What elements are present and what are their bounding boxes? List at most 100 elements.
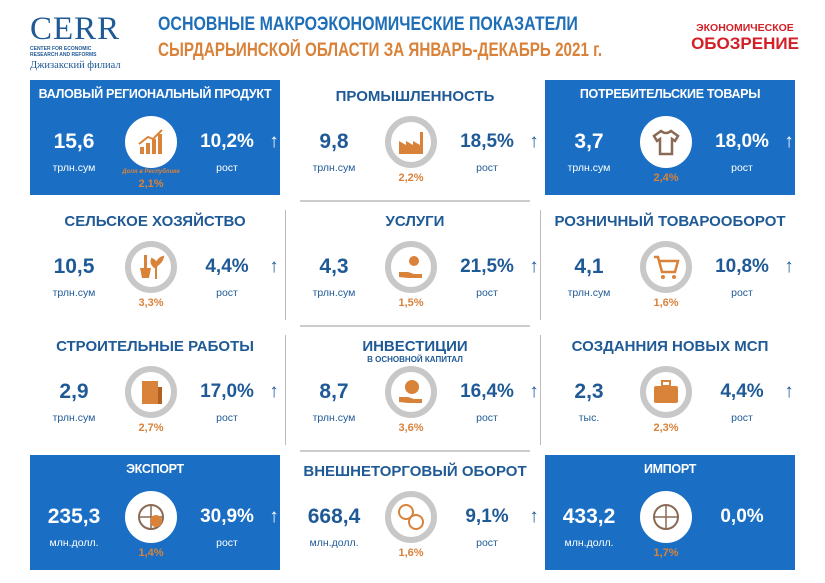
- arrow-up-icon: ↑: [784, 131, 794, 152]
- logo-text: CERR: [30, 11, 121, 47]
- divider: [300, 450, 530, 452]
- card-unit: млн.долл.: [564, 537, 614, 549]
- card-unit: млн.долл.: [309, 537, 359, 549]
- card-growth: 17,0%: [200, 381, 254, 402]
- growth-label: рост: [216, 287, 238, 299]
- card-value: 2,9: [59, 380, 89, 403]
- card-title: ИНВЕСТИЦИИ: [362, 338, 468, 355]
- card-unit: трлн.сум: [52, 412, 96, 424]
- card-unit: трлн.сум: [52, 162, 96, 174]
- card-share: 2,4%: [653, 172, 679, 184]
- card-title: ПРОМЫШЛЕННОСТЬ: [335, 88, 495, 105]
- growth-label: рост: [216, 537, 238, 549]
- arrow-up-icon: ↑: [269, 506, 279, 527]
- card-growth: 18,0%: [715, 131, 769, 152]
- page-title: ОСНОВНЫЕ МАКРОЭКОНОМИЧЕСКИЕ ПОКАЗАТЕЛИ: [158, 14, 578, 35]
- arrow-up-icon: ↑: [529, 381, 539, 402]
- arrow-up-icon: ↑: [529, 506, 539, 527]
- card-unit: млн.долл.: [49, 537, 99, 549]
- card-unit: трлн.сум: [312, 412, 356, 424]
- globe-export-icon: [125, 491, 177, 543]
- money-bag-hand-icon: [385, 366, 437, 418]
- card-value: 2,3: [574, 380, 604, 403]
- arrow-up-icon: ↑: [269, 256, 279, 277]
- card-growth: 10,8%: [715, 256, 769, 277]
- card-share: 1,6%: [398, 547, 424, 559]
- currency-exchange-icon: [385, 491, 437, 543]
- card-title: ВНЕШНЕТОРГОВЫЙ ОБОРОТ: [303, 463, 527, 480]
- indicator-card: ИНВЕСТИЦИИ В ОСНОВНОЙ КАПИТАЛ 8,7 трлн.сум…: [290, 330, 540, 445]
- growth-label: рост: [476, 162, 498, 174]
- factory-icon: [385, 116, 437, 168]
- card-title: ПОТРЕБИТЕЛЬСКИЕ ТОВАРЫ: [579, 87, 761, 101]
- card-growth: 30,9%: [200, 506, 254, 527]
- card-unit: трлн.сум: [567, 162, 611, 174]
- card-share: 2,2%: [398, 172, 424, 184]
- card-unit: трлн.сум: [52, 287, 96, 299]
- card-unit: трлн.сум: [312, 287, 356, 299]
- indicator-card: ВАЛОВЫЙ РЕГИОНАЛЬНЫЙ ПРОДУКТ 15,6 трлн.су…: [30, 80, 280, 195]
- card-title: СЕЛЬСКОЕ ХОЗЯЙСТВО: [64, 213, 246, 230]
- shopping-cart-icon: [640, 241, 692, 293]
- card-share: 2,7%: [138, 422, 164, 434]
- card-value: 8,7: [319, 380, 349, 403]
- tshirt-icon: [640, 116, 692, 168]
- card-growth: 4,4%: [205, 256, 249, 277]
- card-share: 3,6%: [398, 422, 424, 434]
- card-value: 4,1: [574, 255, 604, 278]
- card-title: УСЛУГИ: [385, 213, 445, 230]
- brand-line1: ЭКОНОМИЧЕСКОЕ: [696, 22, 794, 34]
- growth-label: рост: [216, 412, 238, 424]
- indicator-card: УСЛУГИ 4,3 трлн.сум 1,5% 21,5% рост ↑: [290, 205, 540, 320]
- card-subtitle: В ОСНОВНОЙ КАПИТАЛ: [367, 355, 463, 364]
- growth-label: рост: [731, 412, 753, 424]
- card-value: 433,2: [562, 505, 616, 528]
- divider: [540, 210, 541, 320]
- card-share: 2,1%: [138, 178, 164, 190]
- card-value: 3,7: [574, 130, 604, 153]
- card-growth: 18,5%: [460, 131, 514, 152]
- card-growth: 16,4%: [460, 381, 514, 402]
- indicator-card: ИМПОРТ 433,2 млн.долл. 1,7% 0,0%: [545, 455, 795, 570]
- card-growth: 4,4%: [720, 381, 764, 402]
- indicator-card: ПОТРЕБИТЕЛЬСКИЕ ТОВАРЫ 3,7 трлн.сум 2,4% …: [545, 80, 795, 195]
- arrow-up-icon: ↑: [269, 131, 279, 152]
- divider: [300, 200, 530, 202]
- card-value: 4,3: [319, 255, 349, 278]
- page-subtitle: СЫРДАРЬИНСКОЙ ОБЛАСТИ ЗА ЯНВАРЬ-ДЕКАБРЬ …: [158, 40, 603, 61]
- card-value: 668,4: [307, 505, 361, 528]
- divider: [285, 210, 286, 320]
- card-share: 1,6%: [653, 297, 679, 309]
- brand-logo: ЭКОНОМИЧЕСКОЕ ОБОЗРЕНИЕ: [690, 22, 800, 53]
- growth-label: рост: [731, 287, 753, 299]
- logo-subtitle: CENTER FOR ECONOMIC RESEARCH AND REFORMS: [30, 46, 97, 58]
- arrow-up-icon: ↑: [784, 381, 794, 402]
- arrow-up-icon: ↑: [529, 131, 539, 152]
- indicator-card: РОЗНИЧНЫЙ ТОВАРООБОРОТ 4,1 трлн.сум 1,6% …: [545, 205, 795, 320]
- card-share: 1,7%: [653, 547, 679, 559]
- card-unit: трлн.сум: [312, 162, 356, 174]
- globe-import-icon: [640, 491, 692, 543]
- building-icon: [125, 366, 177, 418]
- growth-label: рост: [731, 162, 753, 174]
- card-growth: 21,5%: [460, 256, 514, 277]
- card-unit: трлн.сум: [567, 287, 611, 299]
- card-growth: 9,1%: [465, 506, 509, 527]
- card-value: 15,6: [53, 130, 95, 153]
- card-share: 1,5%: [398, 297, 424, 309]
- growth-label: рост: [216, 162, 238, 174]
- card-growth: 10,2%: [200, 131, 254, 152]
- divider: [300, 325, 530, 327]
- growth-chart-icon: [125, 116, 177, 168]
- brand-line2: ОБОЗРЕНИЕ: [691, 34, 799, 53]
- card-share: 1,4%: [138, 547, 164, 559]
- card-title: СТРОИТЕЛЬНЫЕ РАБОТЫ: [56, 338, 254, 355]
- card-growth: 0,0%: [720, 506, 764, 527]
- card-value: 235,3: [47, 505, 101, 528]
- growth-label: рост: [476, 537, 498, 549]
- indicator-card: ВНЕШНЕТОРГОВЫЙ ОБОРОТ 668,4 млн.долл. 1,6…: [290, 455, 540, 570]
- card-unit: тыс.: [578, 412, 600, 424]
- card-title: ИМПОРТ: [643, 462, 697, 476]
- share-label: Доля в Республике: [122, 169, 180, 175]
- briefcase-icon: [640, 366, 692, 418]
